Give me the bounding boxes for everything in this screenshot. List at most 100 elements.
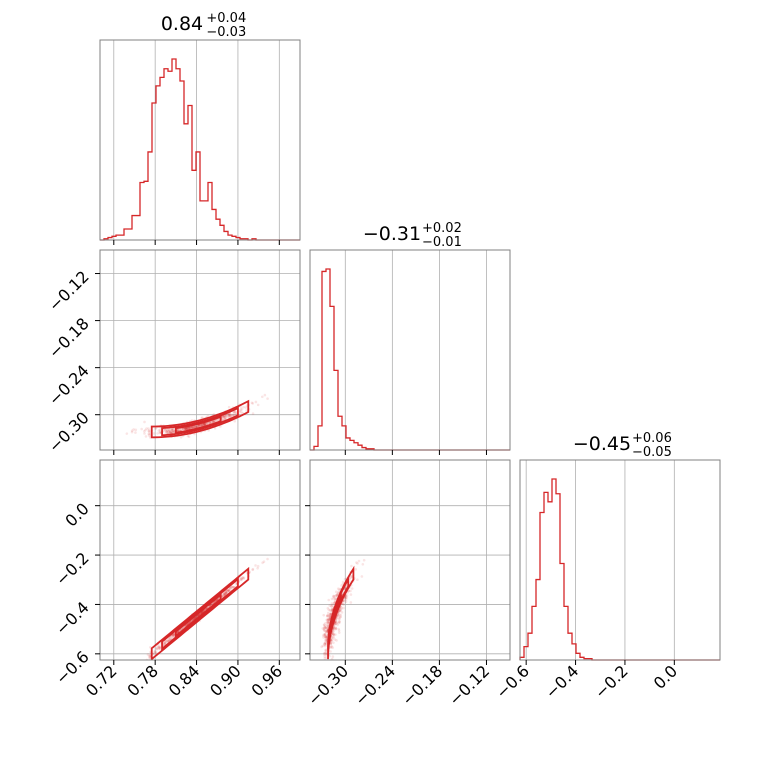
sample-point <box>191 425 194 429</box>
sample-point <box>332 595 336 598</box>
sample-point <box>321 673 324 676</box>
sample-point <box>172 633 176 637</box>
sample-point <box>153 650 157 653</box>
sample-point <box>339 613 343 617</box>
sample-point <box>332 635 335 639</box>
sample-point <box>171 430 174 434</box>
grid-lines <box>100 250 300 450</box>
sample-point <box>232 411 236 414</box>
sample-point <box>135 665 138 668</box>
sample-point <box>330 602 334 605</box>
sample-point <box>222 592 225 596</box>
sample-point <box>224 591 228 595</box>
sample-point <box>155 646 159 650</box>
sample-point <box>228 413 231 417</box>
sample-point <box>251 412 255 415</box>
sample-point <box>198 424 202 428</box>
sample-point <box>345 596 349 599</box>
sample-point <box>232 585 236 589</box>
sample-point <box>336 623 339 627</box>
histogram-panel-1: 0.84 +0.04−0.03 <box>99 11 301 241</box>
sample-point <box>229 587 232 590</box>
panel-frame <box>99 459 301 661</box>
sample-point <box>333 597 337 600</box>
sample-point <box>163 641 167 644</box>
sample-point <box>240 410 243 414</box>
2d-panel-p2-p3 <box>309 459 511 676</box>
sample-point <box>325 638 328 642</box>
sample-point <box>144 435 148 438</box>
sample-point <box>171 428 174 432</box>
sample-point <box>331 634 335 637</box>
sample-point <box>153 650 157 653</box>
sample-point <box>330 640 333 643</box>
contour-level <box>161 577 239 651</box>
sample-point <box>156 645 160 649</box>
sample-point <box>185 427 188 430</box>
sample-point <box>330 604 333 608</box>
sample-point <box>176 429 180 432</box>
sample-point <box>170 427 174 431</box>
sample-point <box>190 425 194 429</box>
sample-point <box>361 562 365 566</box>
parameter-minus-error: −0.05 <box>632 445 672 460</box>
histogram-panel-3: −0.45 +0.06−0.05 <box>519 431 721 661</box>
sample-point <box>239 406 243 409</box>
sample-point <box>225 590 229 593</box>
y-tick-label: −0.18 <box>45 314 93 362</box>
sample-point <box>262 560 266 563</box>
sample-point <box>154 651 158 654</box>
sample-point <box>254 400 258 404</box>
parameter-minus-error: −0.01 <box>422 235 462 250</box>
sample-point <box>208 421 211 425</box>
sample-point <box>162 641 166 645</box>
sample-point <box>334 590 338 594</box>
sample-point <box>325 637 328 640</box>
sample-point <box>234 410 237 414</box>
sample-point <box>166 639 170 643</box>
sample-point <box>171 431 175 434</box>
sample-point <box>321 627 325 630</box>
sample-point <box>327 620 330 623</box>
sample-point <box>324 641 327 644</box>
sample-point <box>180 427 184 431</box>
sample-point <box>154 427 157 430</box>
sample-point <box>226 415 229 419</box>
sample-point <box>141 661 144 664</box>
sample-point <box>324 648 328 652</box>
sample-point <box>326 628 329 631</box>
sample-point <box>221 416 225 419</box>
sample-point <box>200 424 204 427</box>
x-tick-label: 0.72 <box>82 661 121 700</box>
sample-point <box>147 655 151 658</box>
sample-point <box>330 605 333 608</box>
sample-point <box>223 416 227 420</box>
sample-point <box>325 627 328 630</box>
sample-point <box>256 564 260 568</box>
sample-point <box>324 650 328 654</box>
sample-point <box>332 597 336 600</box>
sample-point <box>326 614 330 617</box>
sample-point <box>333 622 337 626</box>
sample-point <box>144 428 147 432</box>
sample-point <box>324 636 327 640</box>
sample-point <box>224 414 227 417</box>
sample-point <box>323 629 326 632</box>
sample-point <box>227 589 231 592</box>
sample-point <box>168 431 172 434</box>
sample-point <box>206 422 210 426</box>
y-tick-label: −0.2 <box>52 548 93 589</box>
2d-panel-p1-p2 <box>99 249 301 451</box>
parameter-minus-error: −0.03 <box>206 25 246 40</box>
sample-point <box>261 561 264 565</box>
density-contours <box>327 565 355 660</box>
sample-point <box>322 636 325 639</box>
sample-point <box>323 623 326 627</box>
sample-point <box>230 414 233 418</box>
sample-point <box>325 614 329 618</box>
sample-point <box>229 586 233 589</box>
sample-point <box>193 425 196 429</box>
sample-point <box>178 428 182 431</box>
sample-point <box>227 413 231 417</box>
